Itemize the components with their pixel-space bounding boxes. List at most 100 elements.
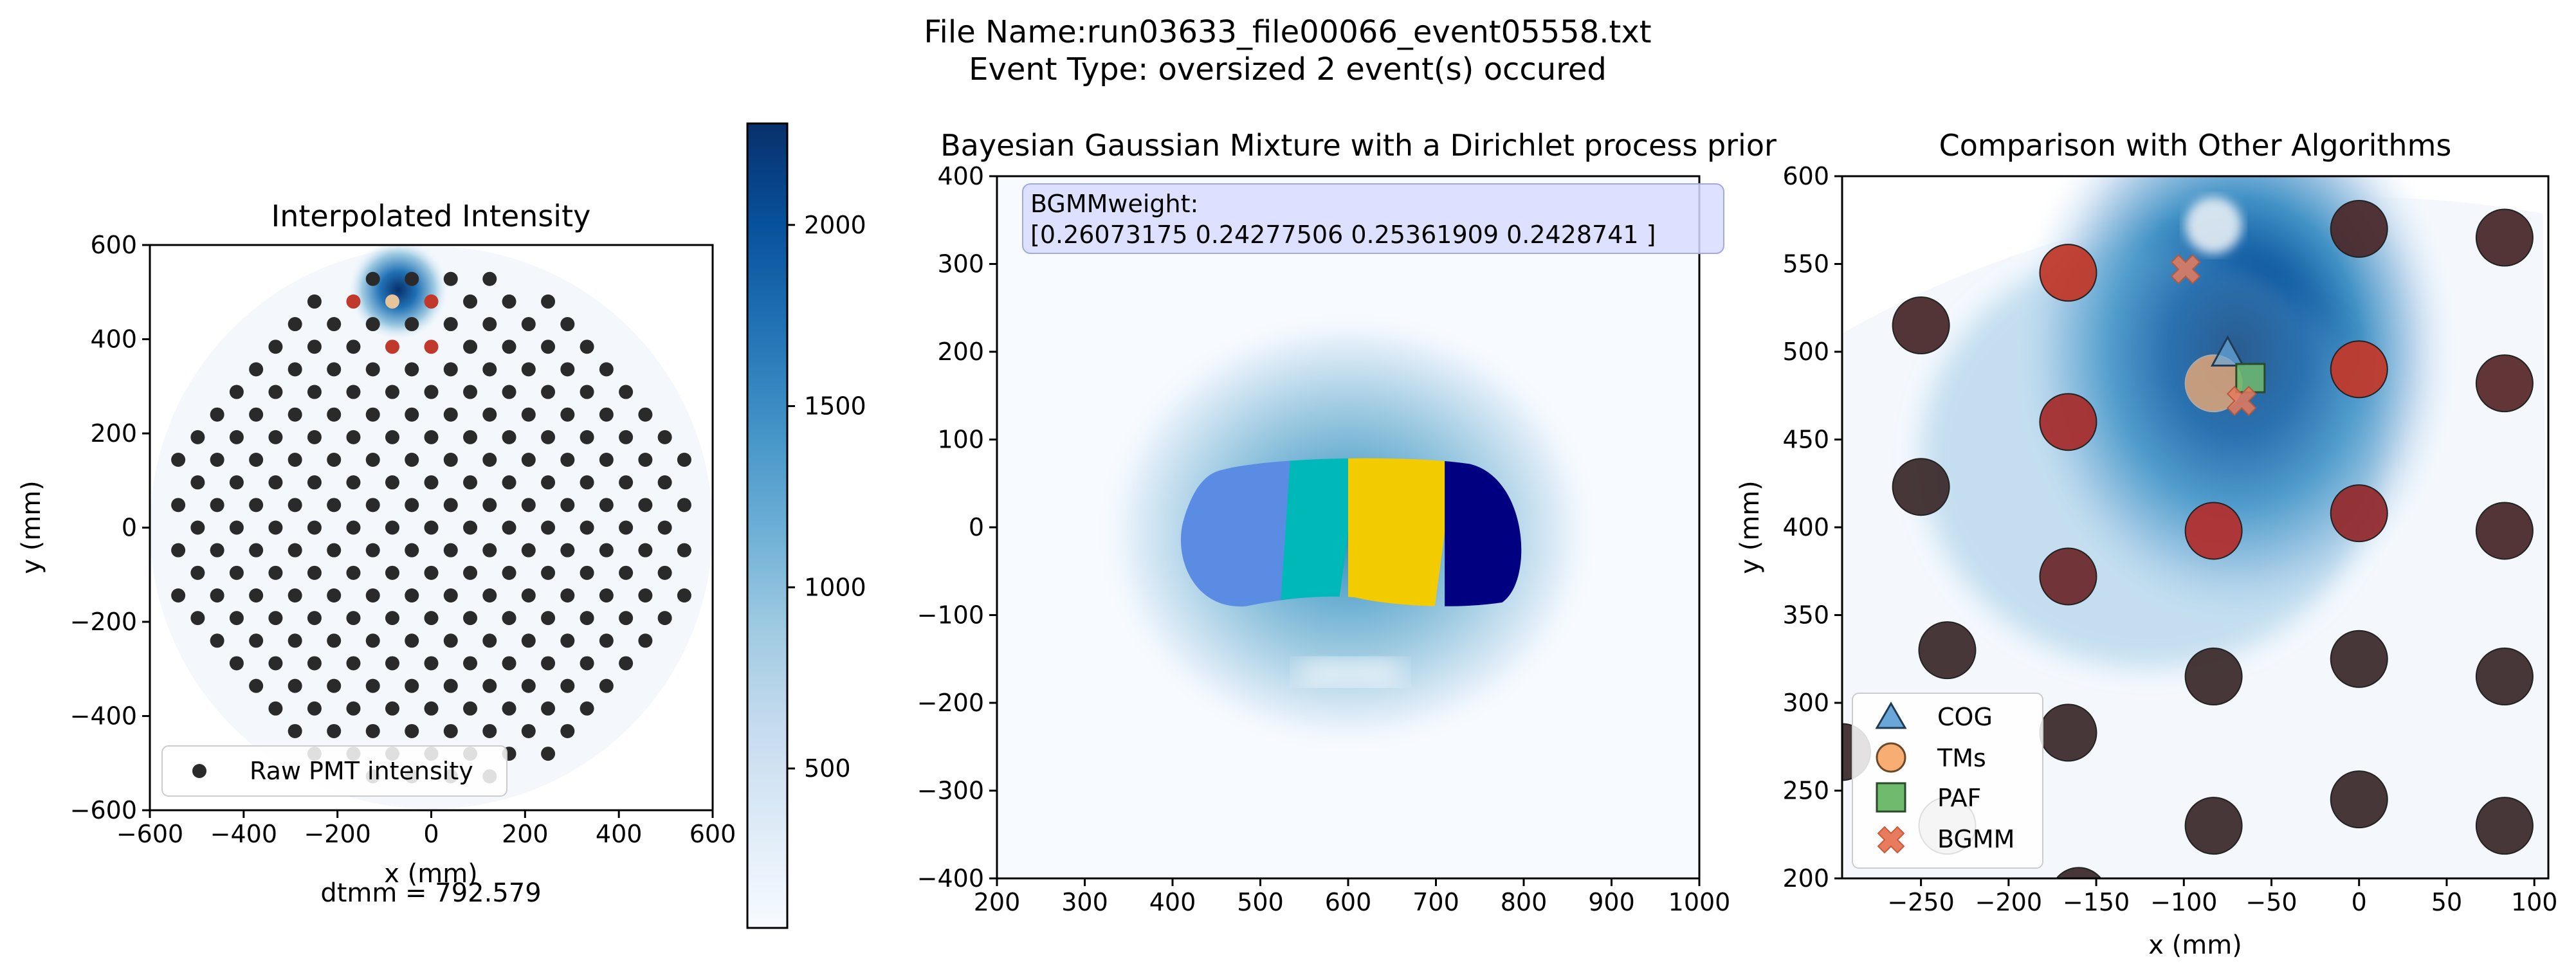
pmt-point — [385, 385, 399, 399]
bgmm-marker — [2226, 386, 2257, 416]
pmt-point — [560, 543, 575, 558]
pmt-point — [580, 656, 594, 671]
pmt-point — [541, 430, 556, 444]
pmt-point — [502, 475, 516, 490]
pmt-point — [560, 407, 575, 422]
panel2-ytick-label: 400 — [937, 162, 984, 190]
pmt-point — [424, 294, 439, 309]
pmt-point — [657, 611, 672, 626]
pmt-point — [521, 723, 536, 738]
pmt-point — [385, 565, 399, 580]
panel1-xtick-label: 400 — [596, 820, 643, 848]
panel1-ytick-label: −400 — [70, 702, 137, 730]
pmt-point — [560, 633, 575, 648]
pmt-point — [619, 656, 634, 671]
pmt-point — [385, 430, 399, 444]
pmt-point — [482, 723, 497, 738]
pmt-point — [307, 430, 322, 444]
pmt-point — [2330, 630, 2388, 688]
pmt-point — [599, 498, 614, 513]
pmt-point — [327, 498, 342, 513]
cog-marker — [2210, 335, 2245, 367]
pmt-point — [521, 407, 536, 422]
pmt-point — [2039, 244, 2097, 302]
pmt-point — [482, 453, 497, 467]
pmt-point — [541, 294, 556, 309]
pmt-point — [1892, 296, 1950, 355]
pmt-point — [619, 565, 634, 580]
pmt-point — [365, 407, 380, 422]
pmt-point — [424, 430, 439, 444]
pmt-point — [327, 362, 342, 377]
panel1-ytick-label: 400 — [90, 325, 137, 354]
panel1-ytick-label: 200 — [90, 419, 137, 448]
pmt-point — [443, 271, 458, 286]
panel2-xtick-label: 200 — [974, 888, 1021, 916]
pmt-point — [424, 385, 439, 399]
bgmm-shadow — [1299, 658, 1401, 685]
pmt-point — [560, 678, 575, 693]
panel2-ytick-label: −200 — [917, 689, 984, 717]
pmt-point — [541, 701, 556, 716]
pmt-point — [288, 678, 302, 693]
legend-raw-pmt-marker — [192, 764, 206, 778]
pmt-point — [443, 453, 458, 467]
panel3-xtick-label: 100 — [2511, 888, 2558, 916]
pmt-point — [463, 340, 478, 354]
pmt-point — [2184, 648, 2243, 706]
legend-raw-pmt-label: Raw PMT intensity — [250, 757, 473, 785]
legend-tms-label: TMs — [1937, 744, 1986, 772]
pmt-point — [346, 430, 361, 444]
panel1-xtick-label: −600 — [116, 820, 183, 848]
pmt-point — [482, 362, 497, 377]
pmt-point — [268, 701, 283, 716]
colorbar-ticks: 500 1000 1500 2000 — [787, 211, 866, 783]
pmt-point — [307, 385, 322, 399]
pmt-point — [365, 453, 380, 467]
panel3-legend: COG TMs PAF BGMM — [1852, 693, 2043, 869]
pmt-point — [619, 520, 634, 535]
pmt-point — [443, 543, 458, 558]
pmt-point — [482, 633, 497, 648]
legend-bgmm-label: BGMM — [1937, 825, 2014, 853]
pmt-point — [327, 453, 342, 467]
pmt-point — [638, 407, 653, 422]
panel1-legend: Raw PMT intensity — [161, 745, 507, 797]
panel3-ytick-label: 300 — [1782, 689, 1829, 717]
pmt-point — [657, 430, 672, 444]
pmt-point — [521, 678, 536, 693]
pmt-point — [190, 611, 205, 626]
pmt-point — [677, 453, 691, 467]
pmt-point — [482, 271, 497, 286]
pmt-point — [502, 430, 516, 444]
pmt-point — [288, 317, 302, 332]
panel1-xtick-label: −200 — [304, 820, 370, 848]
pmt-point — [288, 407, 302, 422]
bgmm-cluster-2 — [1279, 458, 1360, 607]
pmt-point — [346, 611, 361, 626]
panel2-ytick-label: −400 — [917, 864, 984, 893]
panel2-xtick-label: 300 — [1061, 888, 1108, 916]
pmt-point — [463, 475, 478, 490]
pmt-point — [268, 385, 283, 399]
pmt-point — [424, 611, 439, 626]
pmt-point — [463, 430, 478, 444]
pmt-point — [541, 611, 556, 626]
pmt-point — [229, 475, 244, 490]
pmt-point — [657, 565, 672, 580]
pmt-point — [443, 633, 458, 648]
pmt-point — [424, 656, 439, 671]
panel-interpolated-intensity: Interpolated Intensity −600 −400 −200 0 200 4… — [17, 122, 866, 929]
pmt-point — [463, 565, 478, 580]
pmt-point — [619, 611, 634, 626]
pmt-point — [307, 565, 322, 580]
panel2-xtick-label: 400 — [1149, 888, 1196, 916]
pmt-point — [2475, 797, 2534, 855]
panel3-ytick-label: 600 — [1782, 162, 1829, 190]
pmt-point — [210, 543, 224, 558]
pmt-point — [443, 407, 458, 422]
pmt-point — [365, 723, 380, 738]
panel2-xtick-label: 600 — [1325, 888, 1372, 916]
pmt-point — [385, 475, 399, 490]
pmt-point — [268, 340, 283, 354]
